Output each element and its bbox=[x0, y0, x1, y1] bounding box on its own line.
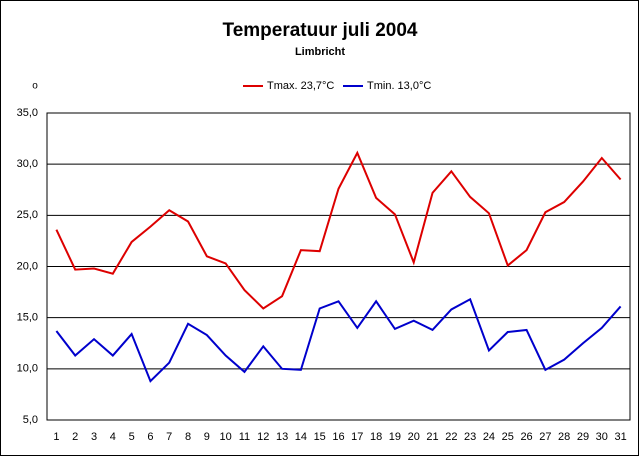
series-line bbox=[55, 150, 622, 310]
x-tick-label: 28 bbox=[558, 431, 570, 443]
x-tick-label: 31 bbox=[614, 431, 626, 443]
legend-label: Tmax. 23,7°C bbox=[267, 80, 334, 92]
x-tick-label: 29 bbox=[577, 431, 589, 443]
x-tick-label: 12 bbox=[257, 431, 269, 443]
y-tick-label: 5,0 bbox=[23, 414, 38, 426]
x-tick-label: 17 bbox=[351, 431, 363, 443]
x-tick-label: 25 bbox=[502, 431, 514, 443]
x-tick-label: 3 bbox=[91, 431, 97, 443]
legend-label: Tmin. 13,0°C bbox=[367, 80, 431, 92]
x-tick-label: 13 bbox=[276, 431, 288, 443]
x-tick-label: 27 bbox=[539, 431, 551, 443]
x-tick-label: 16 bbox=[332, 431, 344, 443]
y-tick-label: 35,0 bbox=[17, 107, 38, 119]
y-tick-label: 10,0 bbox=[17, 363, 38, 375]
y-tick-label: 25,0 bbox=[17, 209, 38, 221]
y-tick-label: 30,0 bbox=[17, 158, 38, 170]
x-tick-label: 9 bbox=[204, 431, 210, 443]
chart-subtitle: Limbricht bbox=[295, 46, 345, 58]
x-tick-label: 1 bbox=[53, 431, 59, 443]
x-tick-label: 10 bbox=[220, 431, 232, 443]
x-tick-label: 23 bbox=[464, 431, 476, 443]
x-tick-label: 26 bbox=[520, 431, 532, 443]
x-tick-label: 30 bbox=[596, 431, 608, 443]
x-tick-label: 4 bbox=[110, 431, 116, 443]
x-tick-label: 5 bbox=[129, 431, 135, 443]
x-tick-label: 6 bbox=[147, 431, 153, 443]
x-tick-label: 24 bbox=[483, 431, 495, 443]
x-tick-label: 18 bbox=[370, 431, 382, 443]
x-tick-label: 21 bbox=[426, 431, 438, 443]
y-tick-label: 20,0 bbox=[17, 260, 38, 272]
x-tick-label: 8 bbox=[185, 431, 191, 443]
series-line bbox=[55, 297, 622, 383]
chart-title: Temperatuur juli 2004 bbox=[223, 20, 418, 41]
x-tick-label: 14 bbox=[295, 431, 307, 443]
y-tick-label: 15,0 bbox=[17, 312, 38, 324]
x-tick-label: 22 bbox=[445, 431, 457, 443]
y-axis-label: o bbox=[32, 81, 38, 92]
x-tick-label: 11 bbox=[239, 431, 250, 443]
x-tick-label: 2 bbox=[72, 431, 78, 443]
x-tick-label: 20 bbox=[408, 431, 420, 443]
x-tick-label: 7 bbox=[166, 431, 172, 443]
x-tick-label: 19 bbox=[389, 431, 401, 443]
x-tick-label: 15 bbox=[314, 431, 326, 443]
